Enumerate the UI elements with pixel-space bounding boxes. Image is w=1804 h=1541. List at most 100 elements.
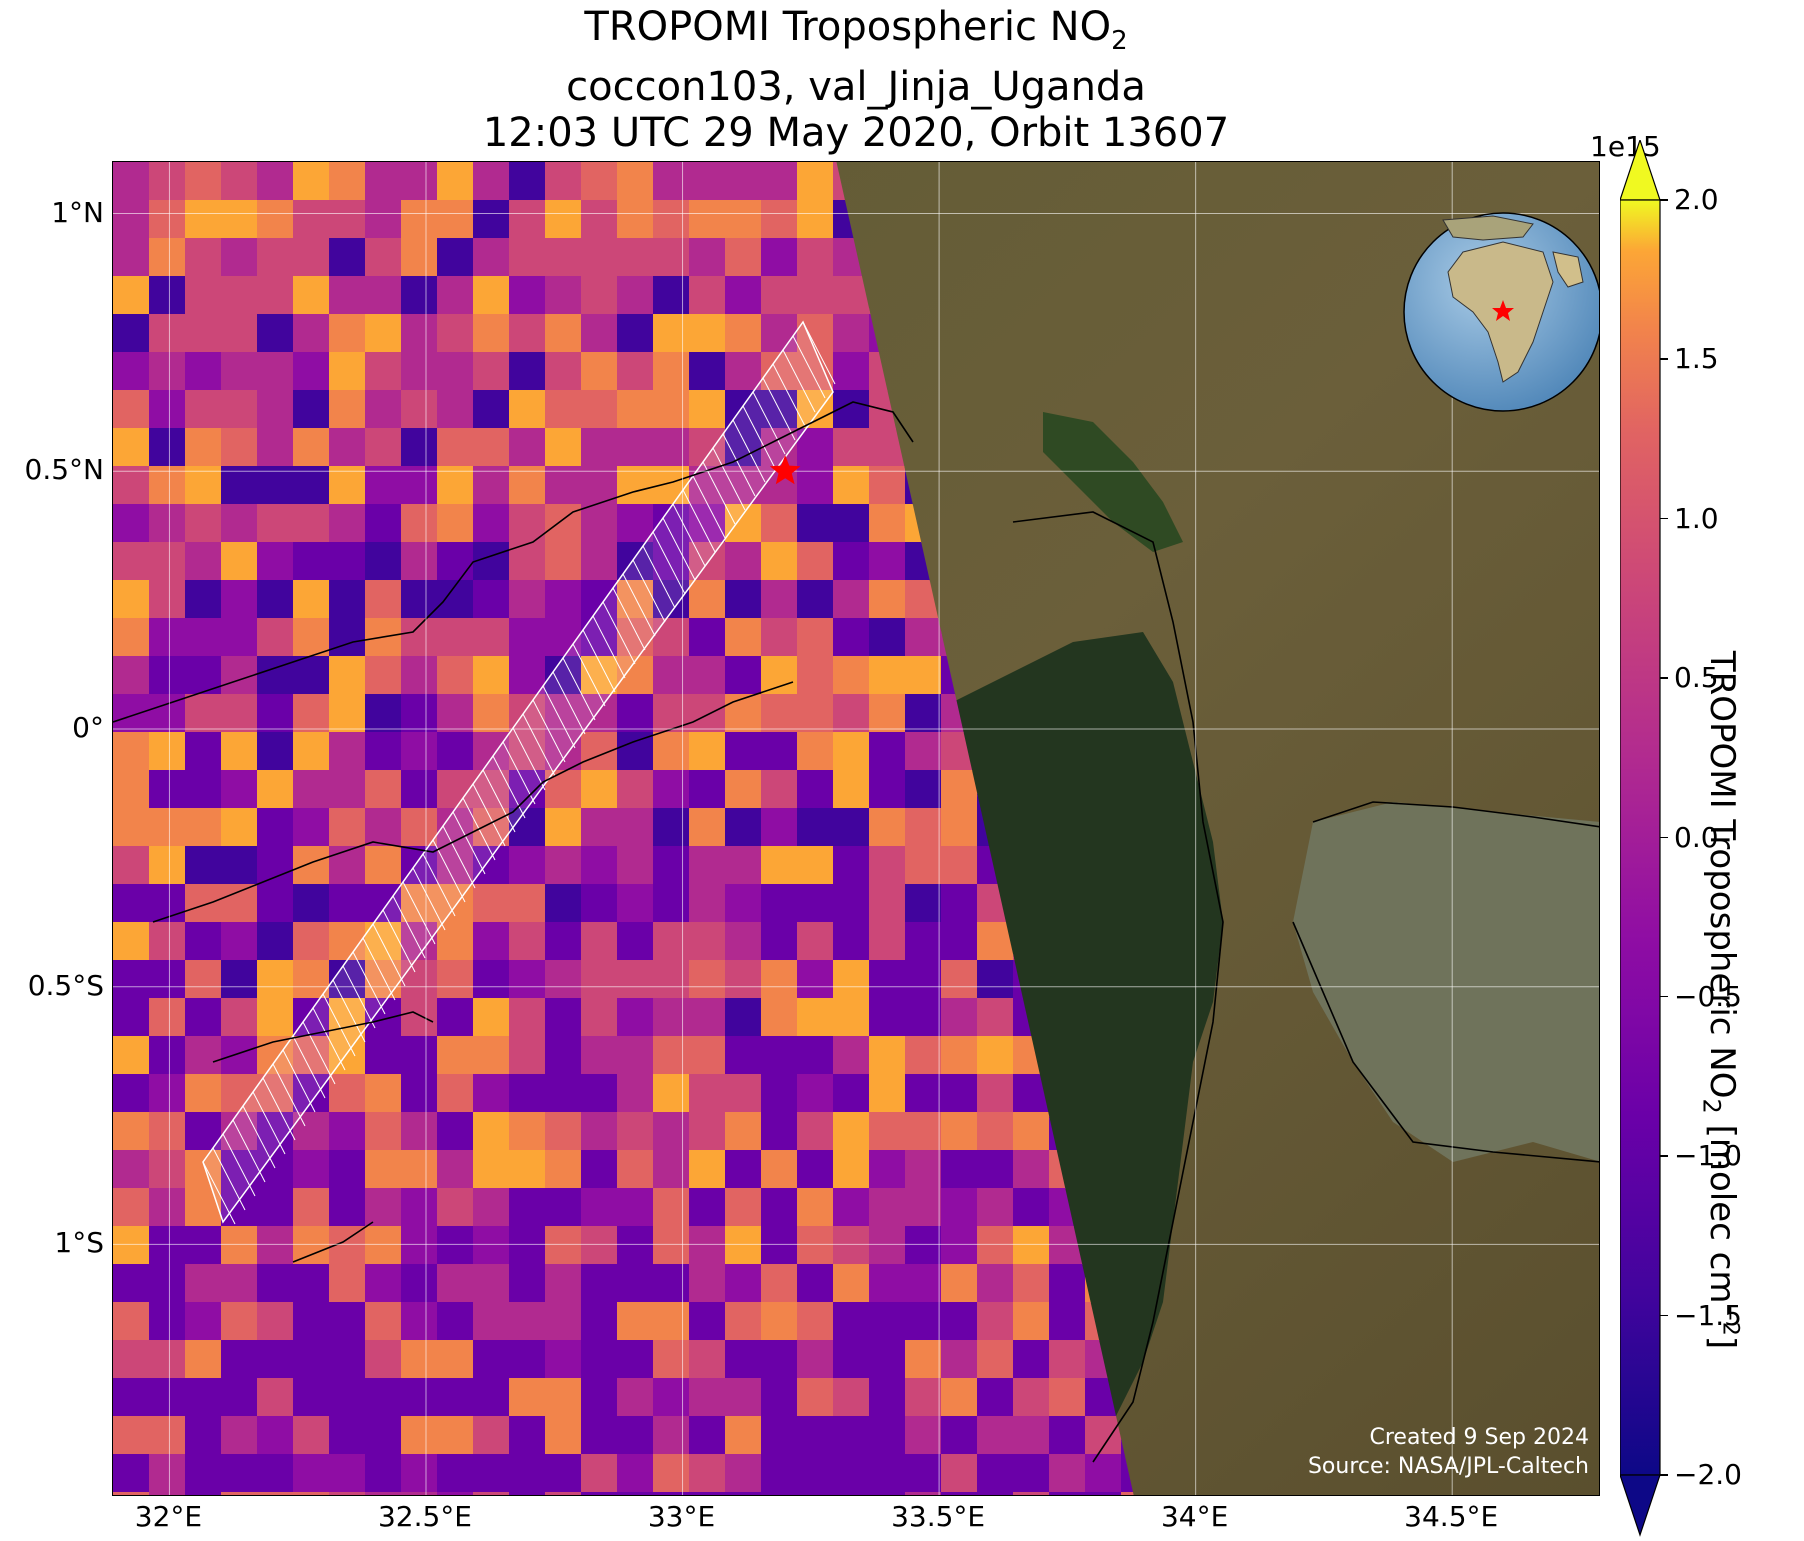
colorbar-tick-label: 0.5: [1674, 661, 1719, 695]
swath-pixel: [257, 504, 294, 543]
swath-pixel: [401, 504, 438, 543]
swath-pixel: [617, 694, 654, 733]
swath-pixel: [905, 656, 942, 695]
swath-pixel: [617, 1264, 654, 1303]
swath-pixel: [473, 732, 510, 771]
swath-pixel: [473, 276, 510, 315]
swath-pixel: [149, 1378, 186, 1417]
swath-pixel: [473, 1492, 510, 1495]
swath-pixel: [617, 884, 654, 923]
swath-pixel: [761, 1188, 798, 1227]
swath-pixel: [581, 580, 618, 619]
swath-pixel: [113, 960, 150, 999]
footprint-line: [322, 993, 356, 1057]
swath-pixel: [293, 694, 330, 733]
swath-pixel: [437, 656, 474, 695]
swath-pixel: [941, 1112, 978, 1151]
swath-pixel: [761, 580, 798, 619]
lon-tick-label: 34.5°E: [1404, 1500, 1499, 1533]
swath-pixel: [653, 1036, 690, 1075]
swath-pixel: [833, 808, 870, 847]
swath-pixel: [185, 314, 222, 353]
swath-pixel: [401, 1264, 438, 1303]
swath-pixel: [653, 390, 690, 429]
swath-pixel: [473, 1226, 510, 1265]
swath-pixel: [869, 770, 906, 809]
swath-pixel: [725, 1378, 762, 1417]
swath-pixel: [725, 1416, 762, 1455]
swath-pixel: [437, 314, 474, 353]
swath-pixel: [293, 998, 330, 1037]
swath-pixel: [365, 846, 402, 885]
swath-pixel: [761, 1150, 798, 1189]
swath-pixel: [977, 1416, 1014, 1455]
inset-globe-europe: [1442, 215, 1534, 241]
swath-pixel: [185, 884, 222, 923]
footprint-line: [792, 335, 826, 399]
swath-pixel: [509, 580, 546, 619]
swath-pixel: [509, 846, 546, 885]
swath-pixel: [185, 998, 222, 1037]
swath-pixel: [1085, 1492, 1122, 1495]
swath-pixel: [761, 922, 798, 961]
swath-pixel: [581, 884, 618, 923]
swath-pixel: [329, 466, 366, 505]
swath-pixel: [329, 1302, 366, 1341]
swath-pixel: [761, 1264, 798, 1303]
swath-pixel: [401, 1226, 438, 1265]
swath-pixel: [869, 998, 906, 1037]
swath-pixel: [149, 960, 186, 999]
swath-pixel: [581, 1416, 618, 1455]
swath-pixel: [329, 846, 366, 885]
swath-pixel: [437, 1074, 474, 1113]
swath-pixel: [365, 1074, 402, 1113]
footprint-line: [282, 1049, 316, 1113]
swath-pixel: [293, 1264, 330, 1303]
lon-tick-label: 34°E: [1160, 1500, 1229, 1533]
swath-pixel: [113, 504, 150, 543]
swath-pixel: [329, 732, 366, 771]
swath-pixel: [653, 162, 690, 201]
swath-pixel: [941, 998, 978, 1037]
swath-pixel: [329, 276, 366, 315]
inset-globe-station-star: [1492, 300, 1514, 321]
swath-pixel: [149, 1036, 186, 1075]
swath-pixel: [401, 732, 438, 771]
swath-pixel: [617, 504, 654, 543]
swath-pixel: [293, 542, 330, 581]
swath-pixel: [761, 1340, 798, 1379]
swath-pixel: [257, 1226, 294, 1265]
swath-pixel: [257, 846, 294, 885]
swath-pixel: [437, 1492, 474, 1495]
swath-pixel: [437, 846, 474, 885]
swath-pixel: [545, 162, 582, 201]
swath-pixel: [113, 884, 150, 923]
swath-pixel: [761, 808, 798, 847]
swath-pixel: [509, 960, 546, 999]
swath-pixel: [617, 808, 654, 847]
swath-pixel: [869, 618, 906, 657]
swath-pixel: [725, 808, 762, 847]
swath-pixel: [221, 1036, 258, 1075]
swath-pixel: [437, 884, 474, 923]
swath-pixel: [689, 390, 726, 429]
swath-pixel: [653, 1492, 690, 1495]
swath-pixel: [437, 504, 474, 543]
swath-pixel: [113, 1074, 150, 1113]
swath-pixel: [329, 1264, 366, 1303]
swath-pixel: [725, 1036, 762, 1075]
swath-pixel: [437, 352, 474, 391]
swath-pixel: [509, 998, 546, 1037]
swath-pixel: [797, 200, 834, 239]
swath-pixel: [185, 1074, 222, 1113]
swath-pixel: [401, 694, 438, 733]
footprint-line: [472, 783, 506, 847]
swath-pixel: [797, 542, 834, 581]
footprint-line: [332, 979, 366, 1043]
swath-pixel: [689, 1454, 726, 1493]
swath-pixel: [617, 770, 654, 809]
swath-pixel: [689, 1264, 726, 1303]
swath-pixel: [545, 1264, 582, 1303]
swath-pixel: [689, 922, 726, 961]
swath-pixel: [689, 960, 726, 999]
